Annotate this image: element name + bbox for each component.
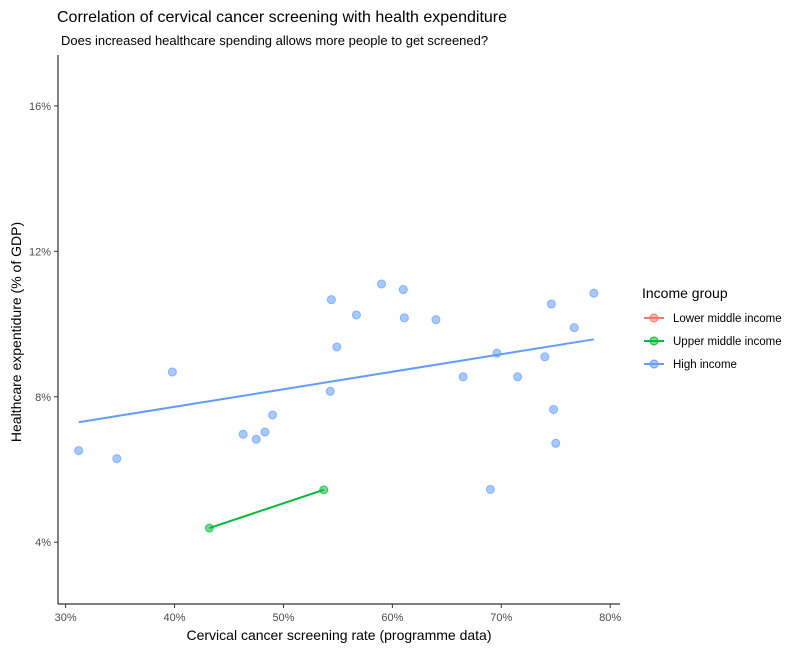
y-tick-label: 16%	[29, 101, 51, 113]
y-tick-label: 8%	[35, 392, 51, 404]
data-point	[325, 386, 335, 396]
series-high-income	[74, 279, 599, 494]
x-tick-label: 40%	[164, 612, 186, 624]
y-tick-label: 12%	[29, 246, 51, 258]
series-upper-middle-income	[204, 485, 329, 533]
data-point	[540, 352, 550, 362]
y-axis-title: Healthcare expentidure (% of GDP)	[8, 222, 24, 442]
legend-title: Income group	[642, 285, 728, 301]
chart-title: Correlation of cervical cancer screening…	[57, 9, 507, 26]
data-point	[399, 313, 409, 323]
y-tick-label: 4%	[35, 537, 51, 549]
data-point	[546, 299, 556, 309]
legend-entry: Upper middle income	[644, 336, 782, 348]
trend-line	[78, 338, 595, 424]
x-tick-label: 30%	[55, 612, 77, 624]
data-point	[431, 315, 441, 325]
data-point	[551, 438, 561, 448]
x-tick-label: 70%	[490, 612, 512, 624]
data-point	[398, 285, 408, 295]
data-point	[112, 454, 122, 464]
chart-subtitle: Does increased healthcare spending allow…	[61, 33, 488, 48]
x-tick-label: 60%	[381, 612, 403, 624]
data-point	[268, 410, 278, 420]
x-tick-label: 50%	[272, 612, 294, 624]
data-point	[485, 484, 495, 494]
data-point	[332, 342, 342, 352]
axes: 30% 40% 50% 60% 70% 80% 4% 8% 12% 16%	[29, 55, 621, 624]
trend-line	[209, 488, 325, 529]
data-point	[74, 446, 84, 456]
data-point	[351, 310, 361, 320]
legend-entry: Lower middle income	[644, 313, 782, 325]
legend-key-point	[649, 359, 659, 369]
plot-area	[74, 279, 599, 533]
data-point	[589, 288, 599, 298]
x-axis-title: Cervical cancer screening rate (programm…	[186, 627, 491, 643]
legend-key-point	[649, 313, 659, 323]
legend-key-point	[649, 336, 659, 346]
legend-entry: High income	[644, 359, 737, 371]
data-point	[238, 429, 248, 439]
legend: Income group Lower middle income Upper mi…	[642, 285, 782, 371]
data-point	[260, 427, 270, 437]
data-point	[251, 434, 261, 444]
data-point	[326, 295, 336, 305]
legend-label: Upper middle income	[673, 336, 782, 348]
data-point	[569, 323, 579, 333]
data-point	[549, 404, 559, 414]
legend-label: High income	[673, 359, 737, 371]
x-tick-label: 80%	[599, 612, 621, 624]
data-point	[167, 367, 177, 377]
data-point	[376, 279, 386, 289]
data-point	[513, 372, 523, 382]
legend-label: Lower middle income	[673, 313, 782, 325]
data-point	[458, 372, 468, 382]
